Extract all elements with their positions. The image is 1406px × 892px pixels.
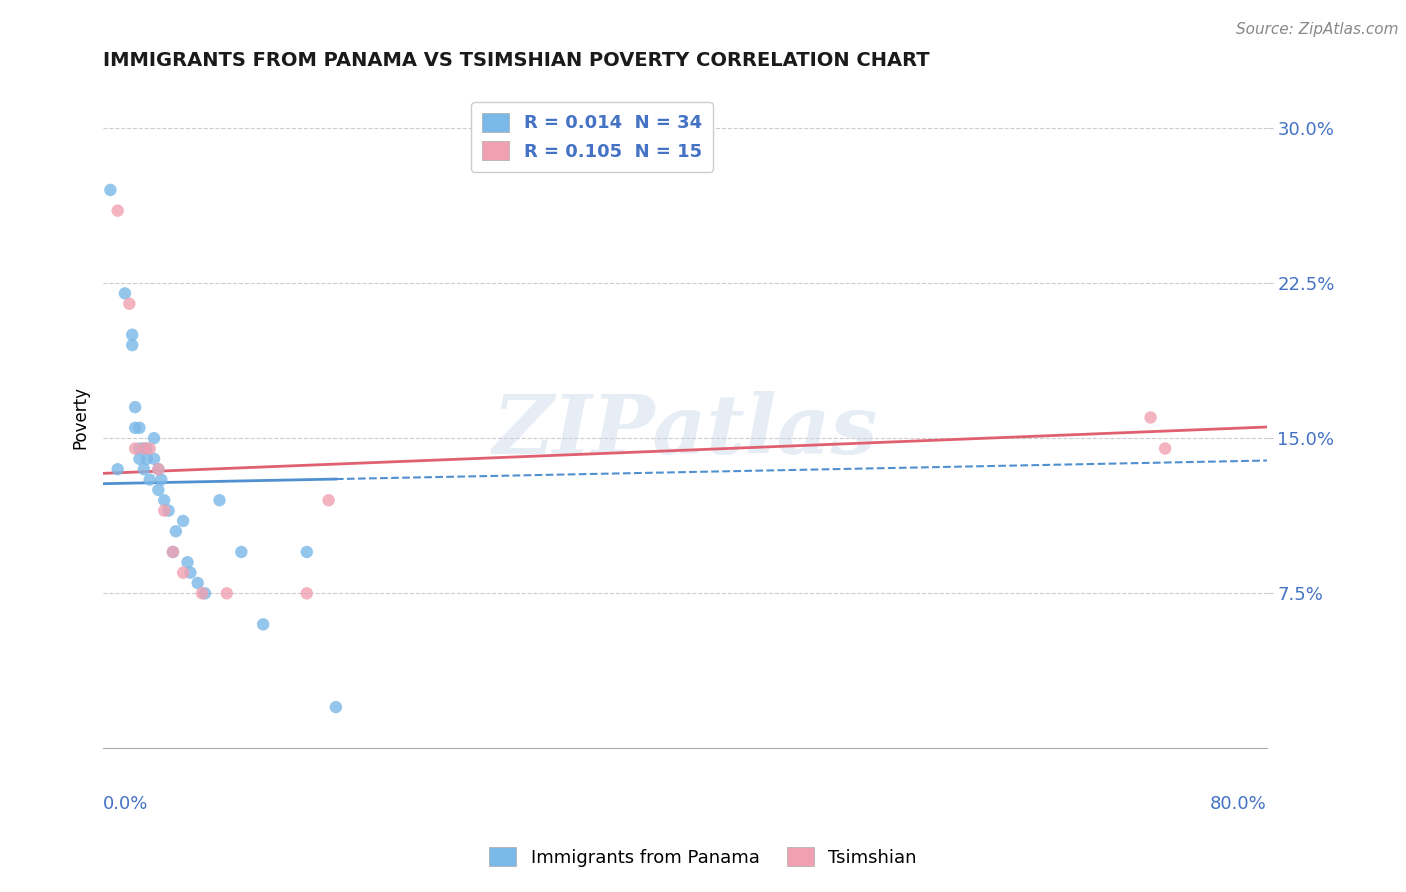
Point	[252, 617, 274, 632]
Point	[138, 442, 160, 456]
Point	[128, 421, 150, 435]
Point	[148, 462, 170, 476]
Text: IMMIGRANTS FROM PANAMA VS TSIMSHIAN POVERTY CORRELATION CHART: IMMIGRANTS FROM PANAMA VS TSIMSHIAN POVE…	[103, 51, 929, 70]
Point	[191, 586, 214, 600]
Point	[325, 700, 347, 714]
Point	[128, 442, 150, 456]
Point	[162, 545, 184, 559]
Point	[318, 493, 340, 508]
Point	[135, 451, 157, 466]
Point	[114, 286, 136, 301]
Point	[143, 431, 166, 445]
Point	[208, 493, 231, 508]
Point	[172, 514, 194, 528]
Point	[100, 183, 122, 197]
Point	[176, 555, 198, 569]
Point	[231, 545, 253, 559]
Text: 0.0%: 0.0%	[103, 795, 149, 813]
Point	[157, 503, 180, 517]
Point	[121, 338, 143, 352]
Point	[1154, 442, 1177, 456]
Point	[124, 421, 146, 435]
Point	[132, 442, 155, 456]
Point	[124, 442, 146, 456]
Point	[295, 545, 318, 559]
Point	[128, 451, 150, 466]
Y-axis label: Poverty: Poverty	[72, 386, 89, 449]
Point	[194, 586, 217, 600]
Point	[138, 473, 160, 487]
Point	[165, 524, 187, 539]
Point	[150, 473, 173, 487]
Text: Source: ZipAtlas.com: Source: ZipAtlas.com	[1236, 22, 1399, 37]
Point	[148, 483, 170, 497]
Point	[107, 203, 129, 218]
Point	[172, 566, 194, 580]
Point	[187, 576, 209, 591]
Point	[135, 442, 157, 456]
Point	[124, 400, 146, 414]
Point	[118, 296, 141, 310]
Point	[162, 545, 184, 559]
Point	[143, 451, 166, 466]
Text: 80.0%: 80.0%	[1211, 795, 1267, 813]
Point	[107, 462, 129, 476]
Point	[153, 493, 176, 508]
Point	[179, 566, 201, 580]
Legend: R = 0.014  N = 34, R = 0.105  N = 15: R = 0.014 N = 34, R = 0.105 N = 15	[471, 103, 713, 171]
Point	[132, 442, 155, 456]
Point	[1139, 410, 1161, 425]
Point	[121, 327, 143, 342]
Point	[153, 503, 176, 517]
Point	[148, 462, 170, 476]
Legend: Immigrants from Panama, Tsimshian: Immigrants from Panama, Tsimshian	[482, 840, 924, 874]
Point	[215, 586, 238, 600]
Point	[295, 586, 318, 600]
Point	[132, 462, 155, 476]
Text: ZIPatlas: ZIPatlas	[492, 391, 877, 471]
